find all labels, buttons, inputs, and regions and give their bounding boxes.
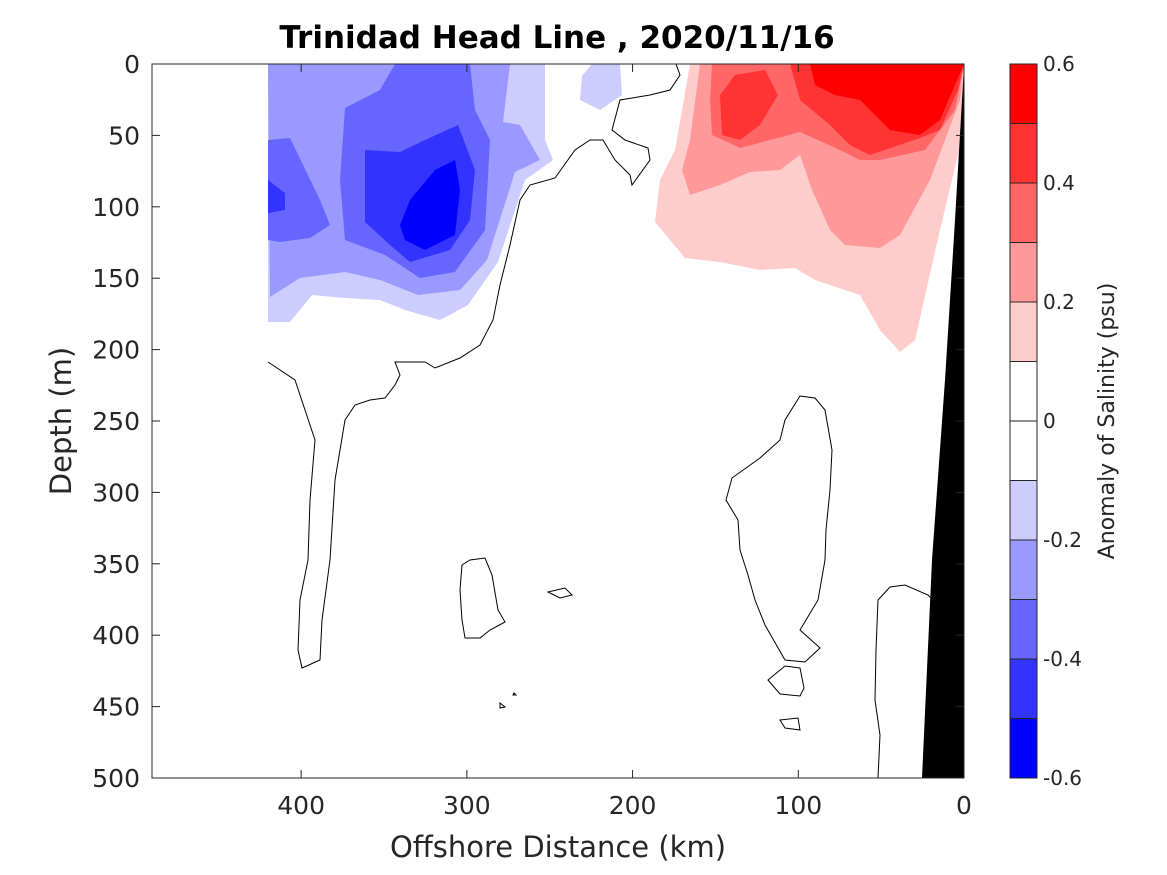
colorbar-tick-label: 0.2 — [1043, 290, 1075, 314]
colorbar-segment — [1009, 658, 1038, 719]
y-tick-label: 400 — [92, 621, 140, 650]
y-tick-label: 250 — [92, 407, 140, 436]
colorbar-tick-label: -0.6 — [1043, 766, 1082, 790]
x-tick-label: 200 — [609, 791, 657, 820]
colorbar-segment — [1009, 182, 1038, 243]
x-tick-label: 300 — [443, 791, 491, 820]
y-tick-label: 450 — [92, 693, 140, 722]
chart-title: Trinidad Head Line , 2020/11/16 — [279, 20, 834, 56]
y-tick-label: 500 — [92, 764, 140, 793]
y-tick-label: 150 — [92, 264, 140, 293]
y-tick-label: 0 — [124, 50, 140, 79]
zero-contour — [767, 665, 805, 697]
y-tick-label: 50 — [108, 121, 140, 150]
y-axis-label: Depth (m) — [44, 347, 78, 495]
contour-neg-0.5 — [400, 160, 460, 250]
zero-contour — [499, 701, 507, 709]
contour-pos-0.5 — [810, 64, 964, 135]
y-axis: 0 50 100 150 200 250 300 350 400 450 500 — [92, 50, 964, 793]
colorbar-label: Anomaly of Salinity (psu) — [1095, 283, 1120, 560]
colorbar-segment — [1009, 301, 1038, 362]
colorbar-segment — [1009, 599, 1038, 660]
colorbar-segment — [1009, 420, 1038, 481]
colorbar-segment — [1009, 123, 1038, 184]
colorbar-segment — [1009, 539, 1038, 600]
contour-layer — [268, 64, 964, 352]
zero-contour — [725, 395, 833, 663]
zero-contour — [459, 557, 506, 639]
zero-contour — [874, 584, 934, 779]
x-tick-label: 0 — [956, 791, 972, 820]
colorbar-segment — [1009, 242, 1038, 303]
colorbar-tick-label: -0.2 — [1043, 528, 1082, 552]
colorbar-segment — [1009, 361, 1038, 422]
contour-neg-0.1-patch — [580, 64, 622, 110]
plot-area — [151, 63, 965, 779]
x-axis: 400 300 200 100 0 — [277, 64, 972, 820]
colorbar-tick-label: 0.6 — [1043, 52, 1075, 76]
y-tick-label: 100 — [92, 193, 140, 222]
zero-contour — [512, 692, 518, 696]
zero-contour — [779, 717, 801, 731]
zero-contour-lines — [267, 63, 934, 779]
x-axis-label: Offshore Distance (km) — [390, 830, 726, 864]
x-tick-label: 400 — [277, 791, 325, 820]
colorbar-tick-label: -0.4 — [1043, 647, 1082, 671]
x-tick-label: 100 — [774, 791, 822, 820]
colorbar-segment — [1009, 480, 1038, 541]
y-tick-label: 200 — [92, 336, 140, 365]
y-tick-label: 350 — [92, 550, 140, 579]
colorbar-tick-label: 0.4 — [1043, 171, 1075, 195]
y-tick-label: 300 — [92, 478, 140, 507]
colorbar-tick-label: 0 — [1043, 409, 1056, 433]
colorbar-segment — [1009, 63, 1038, 124]
colorbar-segment — [1009, 718, 1038, 779]
zero-contour — [546, 587, 573, 599]
colorbar: -0.6 -0.4 -0.2 0 0.2 0.4 0.6 — [1009, 52, 1082, 790]
zero-contour — [267, 63, 681, 669]
